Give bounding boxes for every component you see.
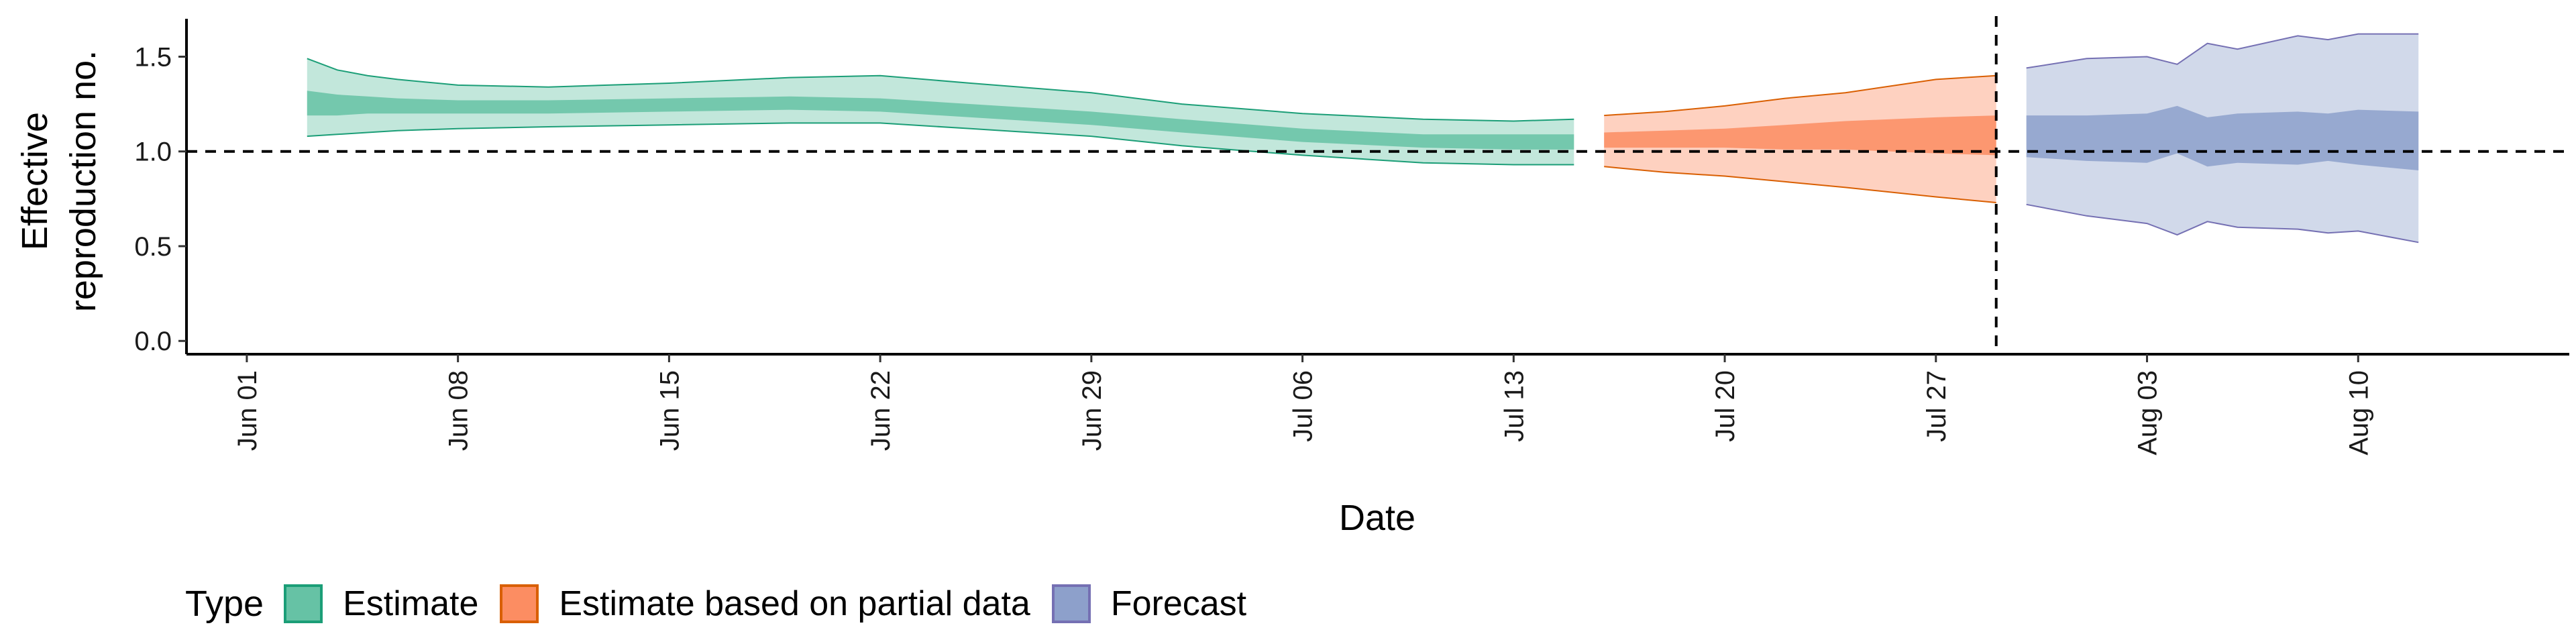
x-tick-label: Jul 13 bbox=[1499, 370, 1529, 442]
legend: Type Estimate Estimate based on partial … bbox=[185, 576, 1268, 632]
legend-item-forecast: Forecast bbox=[1051, 584, 1247, 624]
upper-edge-estimate bbox=[307, 58, 1574, 122]
y-tick-label: 1.0 bbox=[134, 138, 172, 167]
lower-edge-forecast bbox=[2026, 203, 2419, 244]
x-tick-label: Jun 01 bbox=[233, 370, 262, 451]
series-estimate bbox=[307, 58, 1574, 166]
x-tick-label: Aug 03 bbox=[2133, 370, 2163, 455]
band-50-estimate bbox=[307, 91, 1574, 150]
upper-edge-partial bbox=[1604, 74, 1996, 117]
legend-item-estimate: Estimate bbox=[284, 584, 478, 624]
legend-item-partial: Estimate based on partial data bbox=[500, 584, 1030, 624]
x-tick-label: Jun 22 bbox=[866, 370, 896, 451]
series-forecast bbox=[2026, 33, 2419, 244]
legend-label-forecast: Forecast bbox=[1110, 584, 1247, 623]
band-50-forecast bbox=[2026, 105, 2419, 170]
x-tick-label: Jun 29 bbox=[1077, 370, 1107, 451]
legend-title: Type bbox=[185, 584, 264, 624]
legend-key-partial bbox=[500, 584, 539, 623]
y-tick-label: 0.0 bbox=[134, 327, 172, 356]
x-tick-label: Aug 10 bbox=[2344, 370, 2373, 455]
y-tick-label: 0.5 bbox=[134, 232, 172, 262]
x-tick-label: Jun 15 bbox=[655, 370, 684, 451]
x-tick-label: Jul 06 bbox=[1289, 370, 1318, 442]
x-tick-label: Jun 08 bbox=[444, 370, 474, 451]
y-axis-title: Effective reproduction no. bbox=[15, 50, 103, 312]
lower-edge-estimate bbox=[307, 122, 1574, 166]
series-partial bbox=[1604, 74, 1996, 203]
axes: 0.0 0.5 1.0 1.5 Jun 01 Jun 08 Jun 15 Jun 22 Jun … bbox=[134, 19, 2569, 455]
plot-area bbox=[307, 33, 2419, 244]
legend-label-estimate: Estimate bbox=[343, 584, 479, 623]
legend-label-partial: Estimate based on partial data bbox=[559, 584, 1030, 623]
upper-edge-forecast bbox=[2026, 33, 2419, 69]
reference-lines bbox=[186, 16, 2569, 354]
y-axis-title-line-2: reproduction no. bbox=[63, 50, 103, 312]
x-tick-label: Jul 27 bbox=[1922, 370, 1951, 442]
legend-key-estimate bbox=[284, 584, 323, 623]
x-tick-label: Jul 20 bbox=[1711, 370, 1740, 442]
band-50-partial bbox=[1604, 115, 1996, 156]
y-axis-title-line-1: Effective bbox=[15, 112, 55, 250]
legend-key-forecast bbox=[1051, 584, 1091, 623]
y-tick-label: 1.5 bbox=[134, 42, 172, 72]
lower-edge-partial bbox=[1604, 166, 1996, 203]
x-axis-title: Date bbox=[1339, 498, 1415, 538]
